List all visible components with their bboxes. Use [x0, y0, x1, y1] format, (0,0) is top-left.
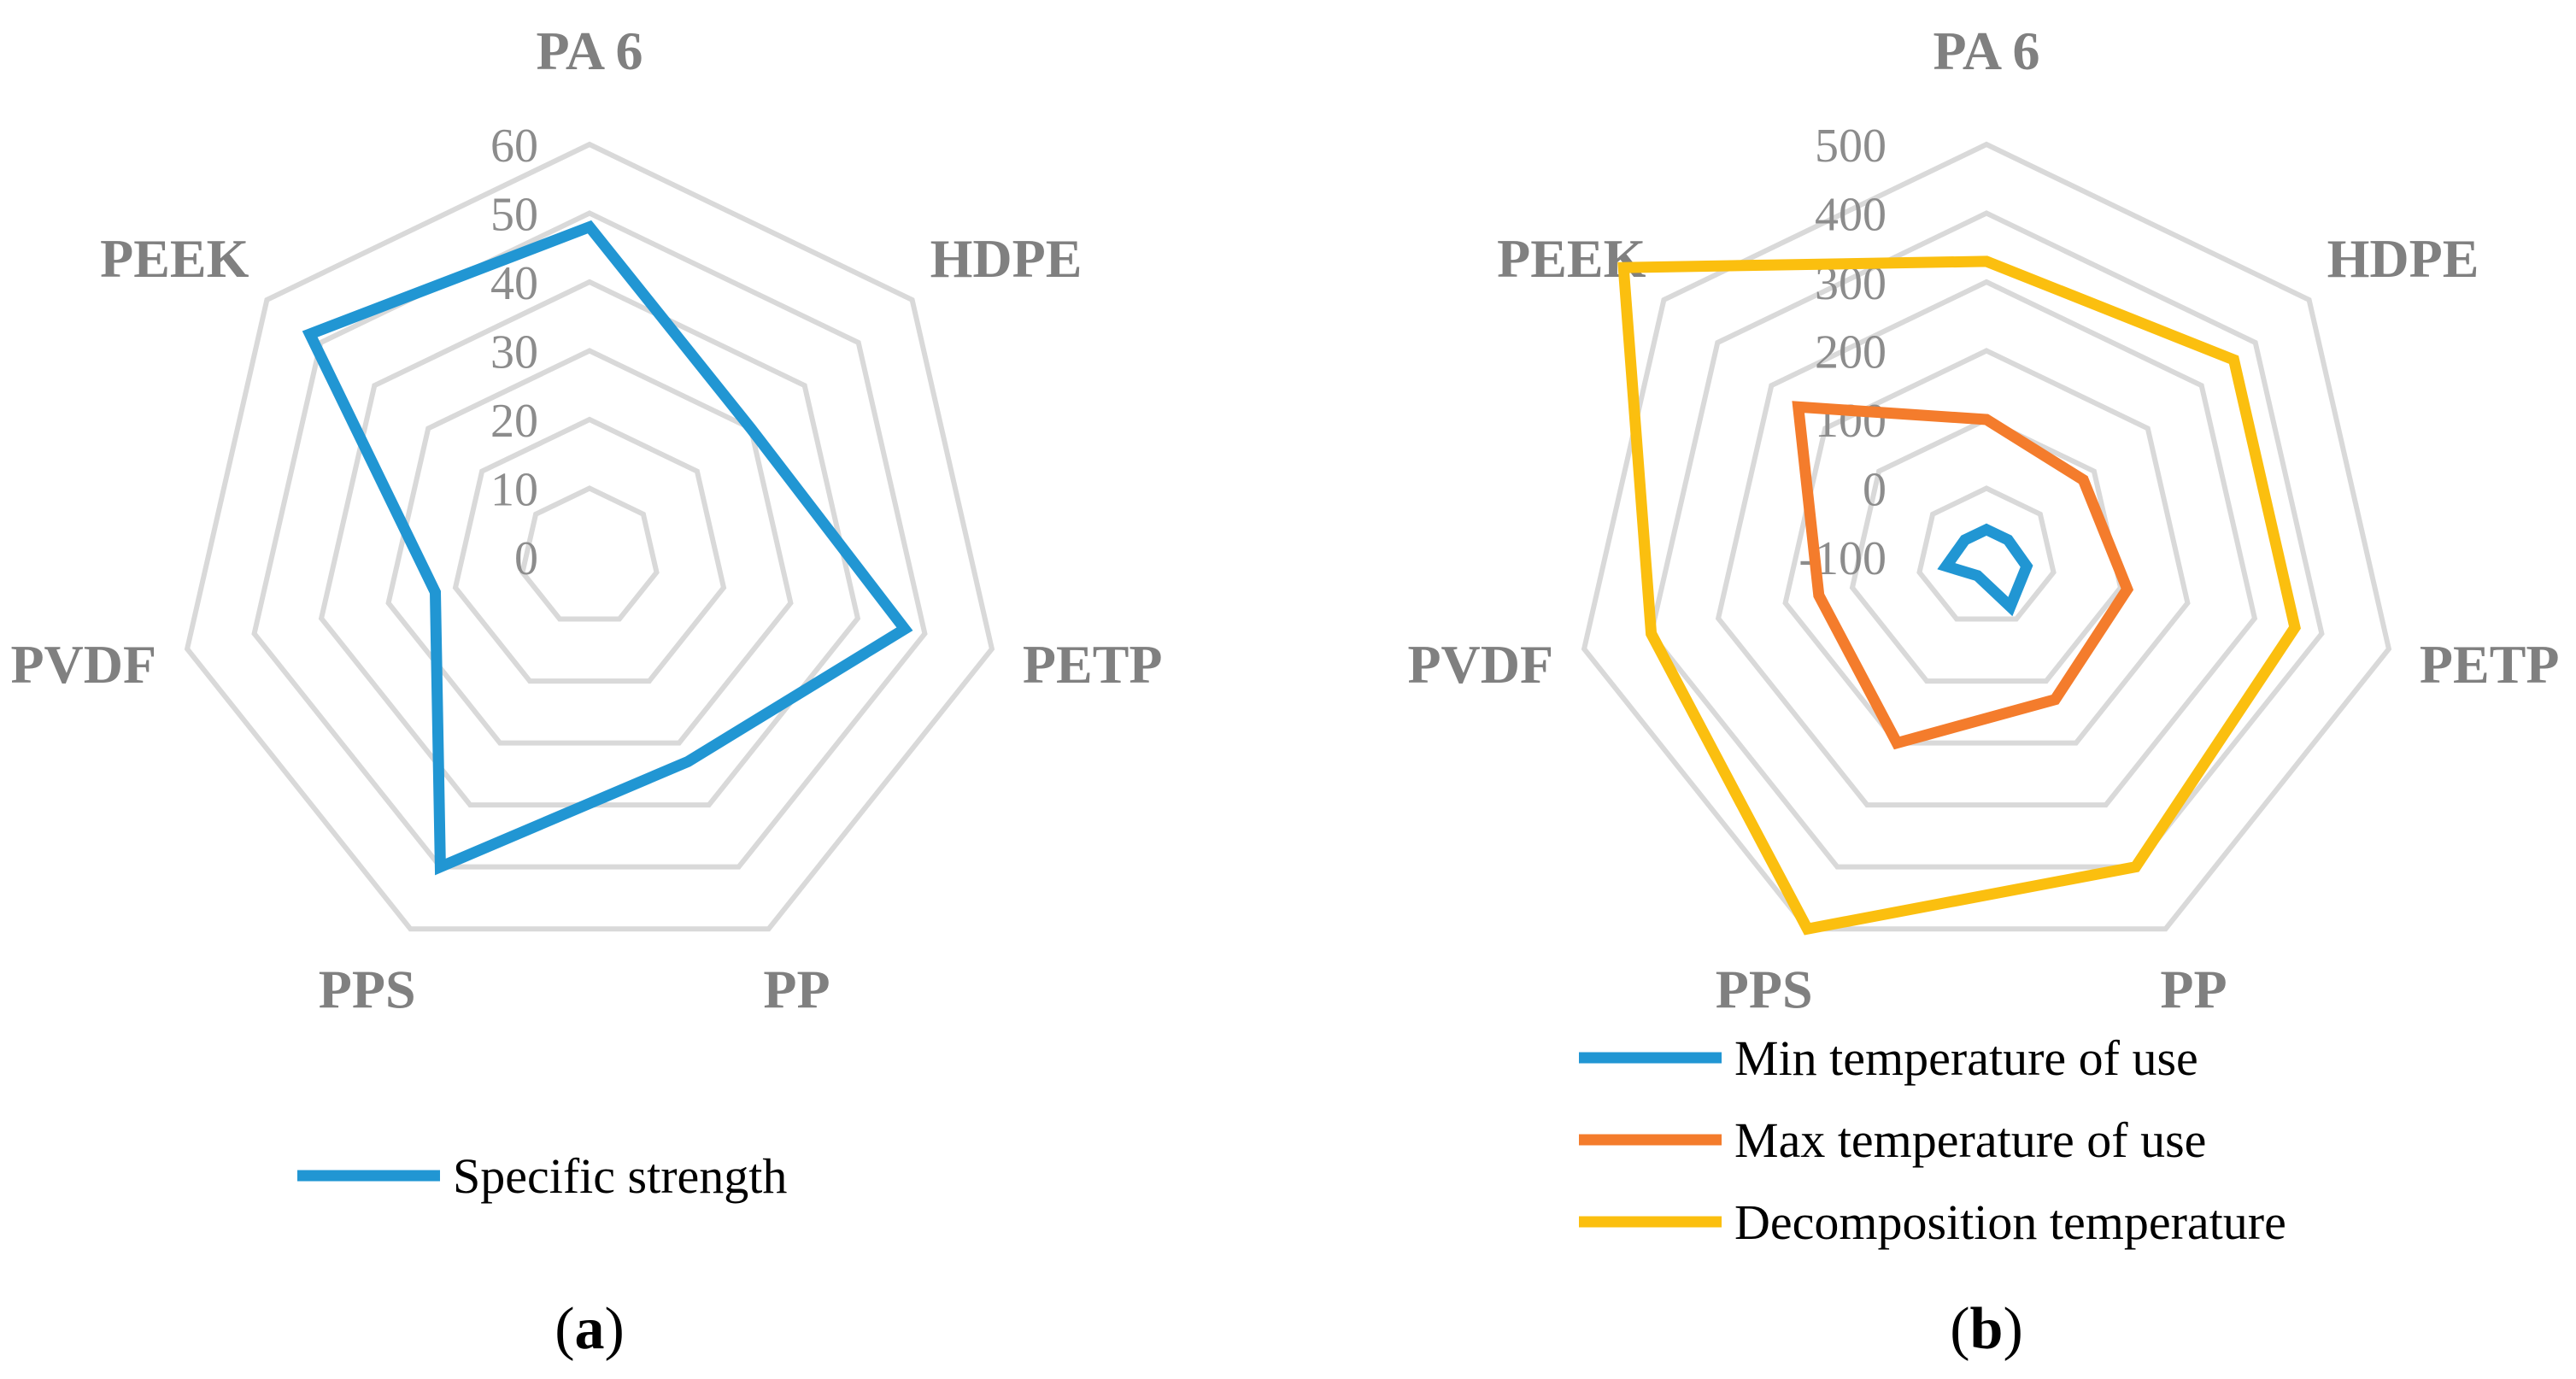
tick-label: 400 — [1815, 189, 1887, 242]
grid-ring — [519, 485, 660, 622]
legend-item: Specific strength — [297, 1148, 787, 1204]
grid-ring — [184, 141, 995, 932]
category-label: PPS — [1716, 959, 1813, 1019]
grid-ring — [452, 416, 727, 684]
category-labels: PA 6 HDPE PETP PP PPS PVDF PEEK — [10, 21, 1162, 1019]
tick-label: 0 — [1863, 464, 1887, 517]
category-label: PVDF — [1407, 634, 1553, 695]
category-label: PETP — [2420, 634, 2560, 695]
series-line — [1617, 255, 2301, 936]
category-label: PP — [2160, 959, 2227, 1019]
grid-ring — [1715, 279, 2258, 808]
grid — [1581, 141, 2392, 932]
legend-label: Min temperature of use — [1734, 1030, 2198, 1086]
legend: Min temperature of use Max temperature of… — [1579, 1030, 2286, 1250]
category-label: PVDF — [10, 634, 156, 695]
legend-label: Decomposition temperature — [1734, 1194, 2286, 1250]
tick-label: 60 — [490, 120, 538, 173]
grid — [184, 141, 995, 932]
tick-label: 500 — [1815, 120, 1887, 173]
grid-ring — [385, 348, 794, 746]
series-line — [1792, 401, 2134, 750]
category-label: PEEK — [100, 228, 249, 289]
panel-label: (a) — [555, 1296, 625, 1362]
panel-label: (b) — [1950, 1296, 2023, 1362]
category-label: PA 6 — [1933, 21, 2039, 81]
series-line — [302, 220, 913, 876]
series — [302, 220, 913, 876]
legend-item: Min temperature of use — [1579, 1030, 2198, 1086]
tick-label: 100 — [1815, 395, 1887, 448]
legend-item: Max temperature of use — [1579, 1112, 2206, 1168]
tick-label: 50 — [490, 189, 538, 242]
category-label: PA 6 — [536, 21, 643, 81]
tick-label: 10 — [490, 464, 538, 517]
category-label: HDPE — [930, 228, 1083, 289]
grid-ring — [251, 210, 928, 870]
tick-label: 200 — [1815, 326, 1887, 379]
series-line — [1937, 523, 2033, 617]
grid-ring — [1849, 416, 2124, 684]
legend-item: Decomposition temperature — [1579, 1194, 2286, 1250]
tick-label: 30 — [490, 326, 538, 379]
series — [1617, 255, 2301, 936]
legend-label: Max temperature of use — [1734, 1112, 2206, 1168]
tick-label: 0 — [514, 532, 538, 585]
grid-ring — [1648, 210, 2325, 870]
grid-ring — [1916, 485, 2057, 622]
legend-label: Specific strength — [453, 1148, 787, 1204]
category-label: PETP — [1023, 634, 1163, 695]
legend: Specific strength — [297, 1148, 787, 1204]
category-label: HDPE — [2327, 228, 2479, 289]
category-label: PP — [763, 959, 830, 1019]
tick-label: 20 — [490, 395, 538, 448]
category-label: PPS — [319, 959, 416, 1019]
grid-ring — [1782, 348, 2191, 746]
grid-ring — [1581, 141, 2392, 932]
